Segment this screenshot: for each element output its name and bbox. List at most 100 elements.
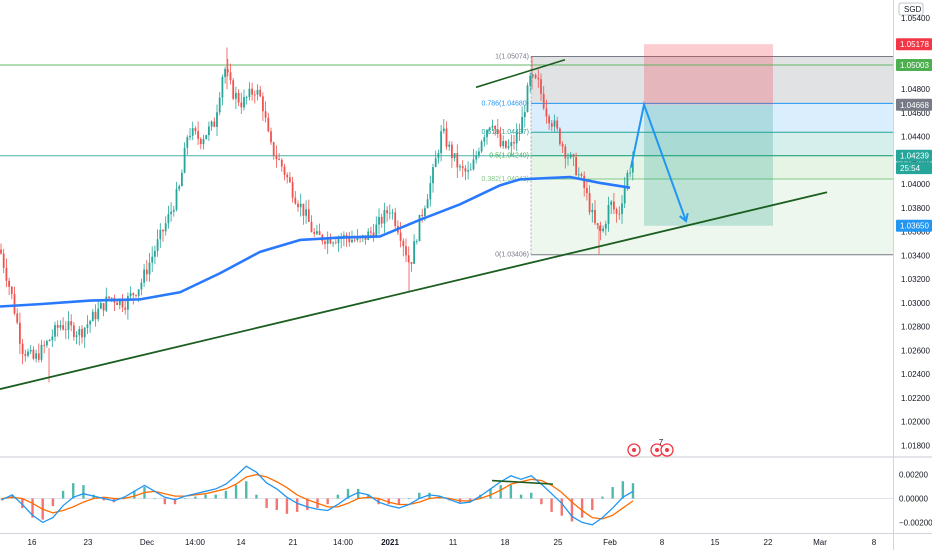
candle-body — [135, 295, 137, 296]
macd-histogram-bar — [346, 488, 350, 499]
candle-body — [132, 293, 135, 296]
fib-zone-3[interactable] — [531, 155, 893, 180]
macd-tick-label: 0.00200 — [899, 471, 928, 480]
price-badge[interactable] — [896, 58, 932, 71]
price-badge[interactable] — [896, 38, 932, 51]
candle-body — [240, 102, 243, 108]
macd-histogram-bar — [560, 498, 563, 516]
take-profit-zone[interactable] — [644, 104, 773, 226]
price-badge[interactable] — [896, 219, 932, 232]
candle-body — [67, 321, 70, 331]
fib-zone-2[interactable] — [531, 132, 893, 156]
candle-body — [81, 328, 83, 338]
price-tick-label: 1.02800 — [901, 323, 930, 332]
projection-arrow[interactable] — [630, 100, 689, 223]
horizontal-lines[interactable] — [0, 64, 893, 157]
time-tick-label: Mar — [813, 538, 827, 547]
price-tick-label: 1.05400 — [901, 14, 930, 23]
fib-level-label: 0(1.03406) — [495, 252, 529, 259]
candle-body — [243, 97, 245, 108]
price-badge-label: 1.05178 — [900, 40, 929, 49]
fib-zone-0[interactable] — [531, 56, 893, 104]
candle-body — [591, 209, 594, 213]
candle-body — [191, 128, 194, 136]
fib-zone-1[interactable] — [531, 103, 893, 133]
candle-body — [626, 172, 629, 186]
candle-body — [475, 155, 478, 160]
candle-body — [588, 193, 591, 213]
candle-body — [602, 228, 604, 231]
candle-body — [502, 141, 505, 147]
event-markers[interactable]: 7 — [627, 438, 674, 457]
candle-body — [526, 85, 529, 112]
macd-histogram-bar — [265, 498, 268, 509]
candle-body — [388, 212, 391, 214]
projection-arrowhead[interactable] — [679, 212, 689, 223]
price-badge[interactable] — [896, 149, 932, 162]
candle-body — [553, 120, 556, 127]
candle-body — [426, 199, 429, 209]
candle-body — [545, 108, 548, 117]
candle-body — [291, 182, 294, 198]
macd-histogram-bar — [10, 494, 14, 499]
candle-body — [262, 96, 264, 112]
economic-event-dot — [665, 448, 669, 452]
candle-body — [523, 111, 526, 118]
candle-body — [89, 321, 91, 325]
macd-histogram-bar — [468, 498, 472, 501]
price-badge[interactable] — [896, 162, 932, 175]
candle-body — [73, 325, 75, 337]
candle-body — [210, 121, 213, 127]
macd-histogram-bar — [224, 490, 228, 499]
macd-divergence-line[interactable] — [491, 479, 554, 485]
resistance-trendline[interactable] — [475, 58, 566, 89]
candle-body — [556, 120, 559, 129]
price-badge-label: 1.05003 — [900, 61, 929, 70]
candle-body — [189, 135, 191, 138]
candle-body — [37, 353, 40, 360]
macd-pane — [0, 465, 893, 526]
candle-body — [270, 131, 272, 143]
candle-body — [118, 299, 121, 305]
candle-body — [467, 170, 469, 172]
candle-body — [615, 209, 618, 214]
support-trendline[interactable] — [0, 191, 828, 390]
stop-loss-zone[interactable] — [644, 44, 773, 105]
time-tick-label: Dec — [140, 538, 154, 547]
price-badge[interactable] — [896, 98, 932, 111]
trendlines[interactable] — [0, 58, 828, 390]
candle-body — [459, 166, 461, 168]
candle-body — [62, 325, 64, 330]
candle-body — [121, 299, 124, 308]
candle-body — [337, 238, 340, 244]
candle-body — [86, 324, 89, 328]
candle-body — [518, 132, 521, 134]
price-tick-label: 1.02200 — [901, 394, 930, 403]
fib-level-label: 0.382(1.04043) — [482, 176, 529, 183]
short-position-tool[interactable] — [644, 44, 773, 226]
projection-path[interactable] — [630, 100, 687, 222]
currency-label[interactable]: SGD — [904, 5, 922, 14]
macd-histogram-bar — [336, 494, 340, 499]
macd-tick-label: −0.00200 — [899, 518, 932, 527]
candle-body — [0, 249, 2, 254]
candle-body — [127, 296, 129, 310]
currency-box — [898, 2, 924, 16]
candle-body — [10, 286, 13, 294]
fib-zone-4[interactable] — [531, 179, 893, 255]
candle-body — [19, 322, 21, 344]
candle-body — [318, 231, 321, 236]
macd-tick-label: 0.00000 — [899, 494, 928, 503]
candle-body — [316, 231, 318, 234]
macd-histogram-bar — [82, 485, 85, 499]
macd-histogram-bar — [550, 498, 553, 512]
candle-body — [302, 203, 305, 216]
macd-histogram-bar — [295, 498, 299, 512]
price-axis[interactable]: SGD1.054001.052001.048001.046001.044001.… — [896, 2, 932, 527]
candle-body — [453, 153, 456, 159]
time-axis[interactable]: 16 23 Dec 14:00 14 21 14:00 2021 11 18 25 Feb 8 15 22 M… — [28, 538, 877, 547]
candle-body — [97, 308, 100, 320]
price-badge-label: 25:54 — [900, 164, 921, 173]
candle-body — [386, 210, 388, 214]
